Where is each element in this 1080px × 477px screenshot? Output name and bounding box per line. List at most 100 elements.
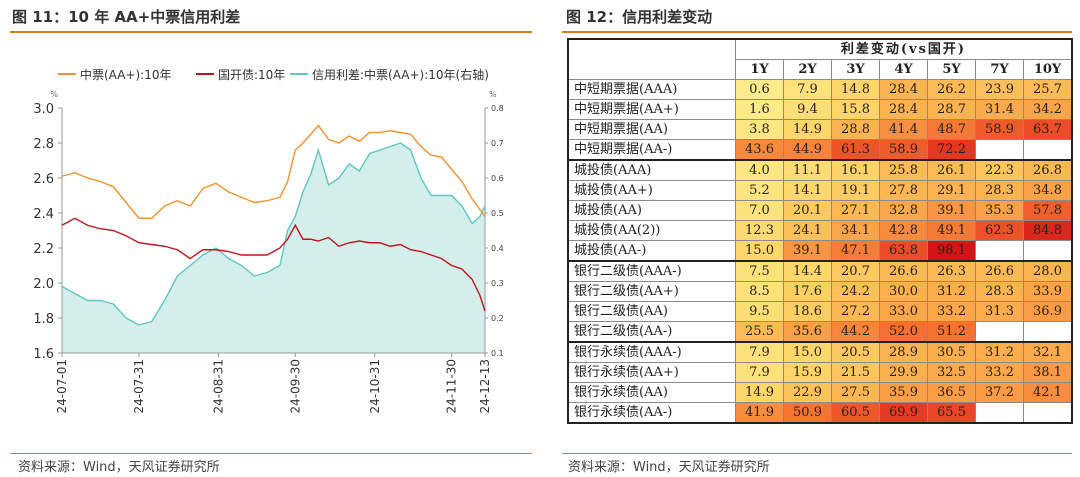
table-cell: 29.1	[928, 181, 976, 201]
right-tick-label: 0.7	[491, 139, 504, 148]
left-tick-label: 1.6	[33, 347, 54, 362]
table-cell: 25.8	[880, 160, 928, 181]
table-cell: 69.9	[880, 403, 928, 424]
table-cell	[976, 140, 1024, 161]
column-header: 4Y	[880, 60, 928, 80]
table-cell: 26.8	[1024, 160, 1073, 181]
table-row: 城投债(AA) 7.0 20.1 27.1 32.8 39.1 35.3 57.8	[568, 201, 1072, 221]
table-row: 银行二级债(AAA-) 7.5 14.4 20.7 26.6 26.3 26.6 28.0	[568, 261, 1072, 282]
table-row: 银行永续债(AA) 14.9 22.9 27.5 35.9 36.5 37.2 42.1	[568, 383, 1072, 403]
table-cell: 16.1	[832, 160, 880, 181]
column-header: 1Y	[736, 60, 784, 80]
spread-area-fill	[62, 143, 485, 353]
table-cell: 72.2	[928, 140, 976, 161]
left-tick-label: 2.8	[33, 137, 54, 152]
table-cell: 41.9	[736, 403, 784, 424]
table-cell: 32.8	[880, 201, 928, 221]
right-tick-label: 0.4	[491, 244, 504, 253]
left-tick-label: 2.0	[33, 277, 54, 292]
left-tick-label: 2.2	[33, 242, 54, 257]
table-cell: 39.1	[928, 201, 976, 221]
table-cell: 24.1	[784, 221, 832, 241]
table-cell: 34.2	[1024, 100, 1073, 120]
table-cell: 26.3	[928, 261, 976, 282]
left-source-rule	[10, 453, 532, 454]
table-cell: 34.8	[1024, 181, 1073, 201]
row-label: 银行二级债(AAA-)	[568, 261, 736, 282]
table-cell: 36.9	[1024, 302, 1073, 322]
left-tick-label: 2.4	[33, 207, 54, 222]
table-cell: 33.2	[928, 302, 976, 322]
table-cell: 9.4	[784, 100, 832, 120]
row-label: 城投债(AAA)	[568, 160, 736, 181]
right-title-rule	[562, 31, 1072, 33]
x-tick-label: 24-12-13	[478, 359, 492, 413]
table-cell: 31.2	[976, 342, 1024, 363]
table-cell: 28.8	[832, 120, 880, 140]
row-label: 城投债(AA+)	[568, 181, 736, 201]
row-label: 中短期票据(AA-)	[568, 140, 736, 161]
table-cell: 47.1	[832, 241, 880, 262]
table-cell: 17.6	[784, 282, 832, 302]
table-cell: 31.4	[976, 100, 1024, 120]
table-row: 银行永续债(AA+) 7.9 15.9 21.5 29.9 32.5 33.2 38.1	[568, 363, 1072, 383]
right-panel-title: 图 12：信用利差变动	[566, 6, 712, 27]
table-cell: 14.1	[784, 181, 832, 201]
left-title-rule	[10, 31, 532, 33]
table-row: 银行永续债(AA-) 41.9 50.9 60.5 69.9 65.5	[568, 403, 1072, 424]
table-cell: 18.6	[784, 302, 832, 322]
column-header: 7Y	[976, 60, 1024, 80]
table-row: 城投债(AA+) 5.2 14.1 19.1 27.8 29.1 28.3 34.8	[568, 181, 1072, 201]
table-cell: 35.6	[784, 322, 832, 343]
table-cell: 52.0	[880, 322, 928, 343]
table-cell: 15.0	[736, 241, 784, 262]
table-cell: 7.0	[736, 201, 784, 221]
legend-label: 中票(AA+):10年	[80, 67, 171, 82]
table-cell: 11.1	[784, 160, 832, 181]
spread-change-table: 利差变动(vs国开) 1Y 2Y 3Y 4Y 5Y 7Y 10Y 中短期票据(AAA) 0.6…	[567, 38, 1073, 424]
table-cell: 49.1	[928, 221, 976, 241]
x-tick-label: 24-07-01	[55, 359, 69, 413]
table-cell: 7.9	[784, 80, 832, 100]
table-cell: 61.3	[832, 140, 880, 161]
legend-label: 国开债:10年	[218, 68, 285, 82]
table-cell: 57.8	[1024, 201, 1073, 221]
table-cell: 29.9	[880, 363, 928, 383]
left-panel-title: 图 11：10 年 AA+中票信用利差	[12, 6, 240, 27]
table-cell: 32.1	[1024, 342, 1073, 363]
table-cell: 7.9	[736, 342, 784, 363]
table-cell: 5.2	[736, 181, 784, 201]
table-row: 城投债(AA-) 15.0 39.1 47.1 63.8 98.1	[568, 241, 1072, 262]
table-row: 中短期票据(AA+) 1.6 9.4 15.8 28.4 28.7 31.4 34.2	[568, 100, 1072, 120]
table-cell: 30.5	[928, 342, 976, 363]
table-cell: 42.8	[880, 221, 928, 241]
table-cell: 15.8	[832, 100, 880, 120]
column-header: 5Y	[928, 60, 976, 80]
row-label: 银行二级债(AA-)	[568, 322, 736, 343]
column-header: 3Y	[832, 60, 880, 80]
x-tick-label: 24-09-30	[288, 359, 302, 413]
left-axis-unit: %	[50, 90, 58, 99]
table-row: 中短期票据(AAA) 0.6 7.9 14.8 28.4 26.2 23.9 25.7	[568, 80, 1072, 100]
table-cell: 27.2	[832, 302, 880, 322]
row-label: 中短期票据(AA)	[568, 120, 736, 140]
table-cell: 15.9	[784, 363, 832, 383]
table-cell: 58.9	[976, 120, 1024, 140]
table-cell: 43.6	[736, 140, 784, 161]
table-row: 中短期票据(AA) 3.8 14.9 28.8 41.4 48.7 58.9 63.7	[568, 120, 1072, 140]
row-label: 银行永续债(AAA-)	[568, 342, 736, 363]
table-cell: 7.5	[736, 261, 784, 282]
right-tick-label: 0.1	[491, 349, 504, 358]
column-header-row: 1Y 2Y 3Y 4Y 5Y 7Y 10Y	[568, 60, 1072, 80]
table-row: 城投债(AAA) 4.0 11.1 16.1 25.8 26.1 22.3 26.8	[568, 160, 1072, 181]
table-cell	[1024, 403, 1073, 424]
left-tick-label: 1.8	[33, 312, 54, 327]
table-cell: 60.5	[832, 403, 880, 424]
row-label: 城投债(AA(2))	[568, 221, 736, 241]
left-tick-label: 3.0	[33, 102, 54, 117]
table-cell: 9.5	[736, 302, 784, 322]
table-cell: 44.2	[832, 322, 880, 343]
right-tick-label: 0.3	[491, 279, 504, 288]
table-cell	[1024, 322, 1073, 343]
table-cell: 84.8	[1024, 221, 1073, 241]
